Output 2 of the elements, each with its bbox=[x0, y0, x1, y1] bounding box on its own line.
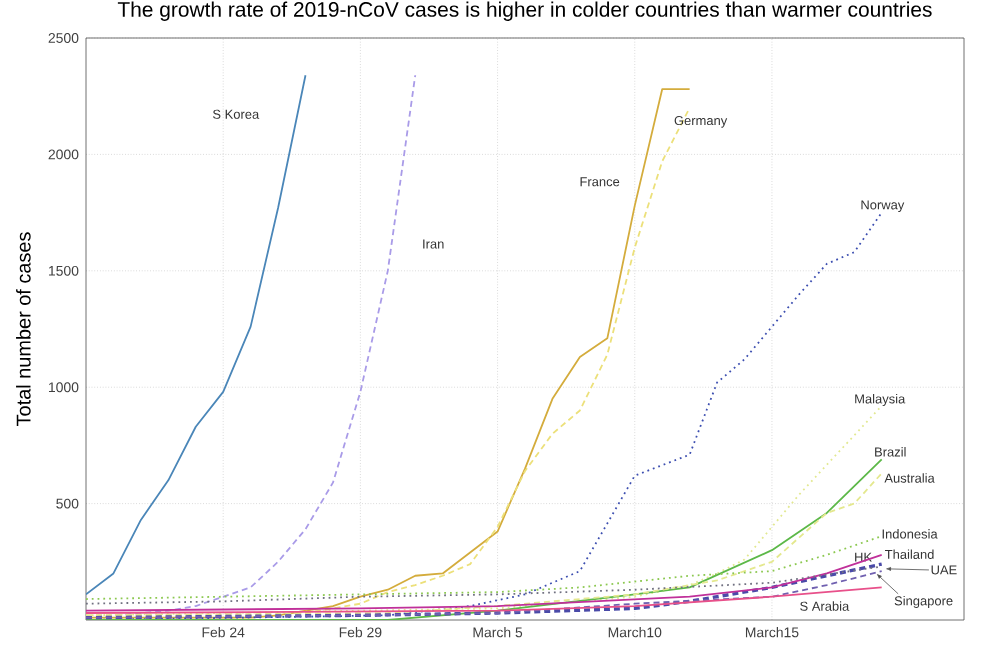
y-axis-title: Total number of cases bbox=[16, 232, 31, 427]
chart-title: The growth rate of 2019-nCoV cases is higher in colder countries than warmer countries bbox=[117, 1, 932, 21]
